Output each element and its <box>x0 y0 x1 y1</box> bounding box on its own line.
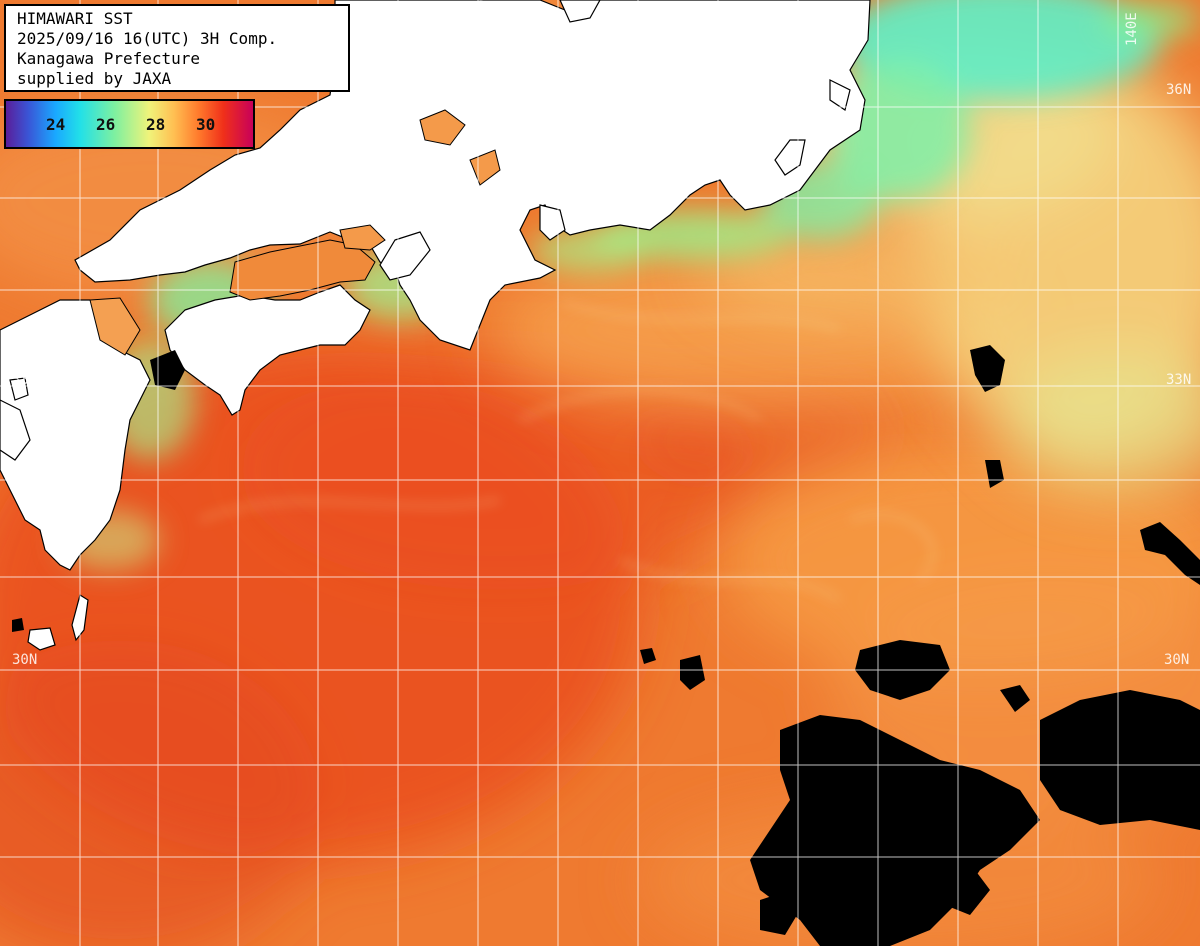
lat-label-33-left: 33 <box>12 372 29 388</box>
land-west-island <box>0 399 31 461</box>
land-north-cape <box>559 0 601 23</box>
lon-label-top-center: 136E <box>474 0 490 18</box>
lat-label-36-right: 36N <box>1166 82 1192 98</box>
land-yakushima <box>27 627 56 651</box>
sea-hot-zones <box>0 340 890 946</box>
cloud-mask <box>12 345 1200 946</box>
land-island-awaji <box>379 231 431 281</box>
title-credit: supplied by JAXA <box>17 69 172 88</box>
title-box: HIMAWARI SST 2025/09/16 16(UTC) 3H Comp.… <box>4 4 350 92</box>
title-timestamp: 2025/09/16 16(UTC) 3H Comp. <box>17 29 278 48</box>
lat-label-30-left: 30N <box>12 652 38 668</box>
land-honshu <box>74 0 871 351</box>
legend-tick-26: 26 <box>96 115 116 134</box>
lat-label-30-right: 30N <box>1164 652 1190 668</box>
sea-swirls <box>199 298 936 602</box>
legend-tick-24: 24 <box>46 115 66 134</box>
land-shikoku <box>164 284 371 416</box>
title-region: Kanagawa Prefecture <box>17 49 201 68</box>
lat-label-33-right: 33N <box>1166 372 1192 388</box>
land <box>0 0 871 651</box>
lon-label-top-right: 140E <box>1124 12 1140 46</box>
land-koshiki <box>9 377 29 401</box>
title-product: HIMAWARI SST <box>17 9 133 28</box>
color-legend: 24 26 28 30 <box>4 99 255 149</box>
legend-tick-28: 28 <box>146 115 166 134</box>
legend-tick-30: 30 <box>196 115 216 134</box>
inland-sea <box>89 109 501 356</box>
land-boso <box>829 79 851 111</box>
